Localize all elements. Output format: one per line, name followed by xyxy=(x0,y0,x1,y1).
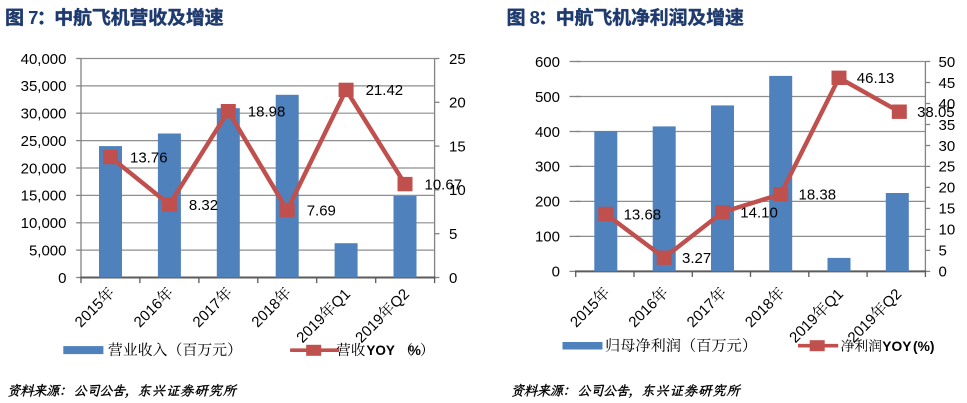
svg-text:46.13: 46.13 xyxy=(857,70,895,87)
svg-text:40,000: 40,000 xyxy=(21,51,67,68)
svg-text:300: 300 xyxy=(535,159,560,176)
svg-text:40: 40 xyxy=(939,96,956,113)
svg-text:15,000: 15,000 xyxy=(21,188,67,205)
svg-text:YOY: YOY xyxy=(366,343,395,358)
svg-text:5: 5 xyxy=(449,226,457,243)
svg-text:0: 0 xyxy=(552,264,560,281)
svg-text:7: 7 xyxy=(28,7,38,28)
svg-text:21.42: 21.42 xyxy=(366,82,404,99)
svg-text:10,000: 10,000 xyxy=(21,215,67,232)
svg-text:600: 600 xyxy=(535,54,560,71)
svg-text:10.67: 10.67 xyxy=(425,176,463,193)
svg-text:20,000: 20,000 xyxy=(21,160,67,177)
svg-text:25,000: 25,000 xyxy=(21,133,67,150)
svg-text:45: 45 xyxy=(939,75,956,92)
svg-text:(%): (%) xyxy=(913,339,934,354)
svg-text:YOY: YOY xyxy=(882,339,911,354)
svg-text:100: 100 xyxy=(535,229,560,246)
svg-text:14.10: 14.10 xyxy=(740,205,778,222)
svg-text:200: 200 xyxy=(535,194,560,211)
svg-text:0: 0 xyxy=(939,264,947,281)
svg-text:30,000: 30,000 xyxy=(21,106,67,123)
svg-text:35: 35 xyxy=(939,117,956,134)
svg-text:8.32: 8.32 xyxy=(189,197,218,214)
svg-text:25: 25 xyxy=(449,51,466,68)
svg-text:15: 15 xyxy=(939,201,956,218)
svg-text:500: 500 xyxy=(535,89,560,106)
svg-text:5,000: 5,000 xyxy=(29,242,67,259)
svg-text:38.05: 38.05 xyxy=(917,104,955,121)
svg-text:30: 30 xyxy=(939,138,956,155)
svg-text:7.69: 7.69 xyxy=(307,202,336,219)
svg-text:15: 15 xyxy=(449,138,466,155)
svg-text:10: 10 xyxy=(449,182,466,199)
svg-text:400: 400 xyxy=(535,124,560,141)
svg-text:8: 8 xyxy=(530,7,540,28)
svg-text:25: 25 xyxy=(939,159,956,176)
svg-text:20: 20 xyxy=(449,95,466,112)
svg-text:35,000: 35,000 xyxy=(21,78,67,95)
svg-text:0: 0 xyxy=(449,270,457,287)
svg-text:5: 5 xyxy=(939,243,947,260)
svg-text:50: 50 xyxy=(939,54,956,71)
svg-text:20: 20 xyxy=(939,180,956,197)
svg-text:18.38: 18.38 xyxy=(799,187,837,204)
svg-text:18.98: 18.98 xyxy=(248,104,286,121)
svg-text:0: 0 xyxy=(58,270,66,287)
svg-text:13.68: 13.68 xyxy=(624,206,662,223)
svg-text:%: % xyxy=(409,343,421,358)
svg-text:3.27: 3.27 xyxy=(682,250,711,267)
svg-text:13.76: 13.76 xyxy=(130,149,168,166)
svg-text:10: 10 xyxy=(939,222,956,239)
